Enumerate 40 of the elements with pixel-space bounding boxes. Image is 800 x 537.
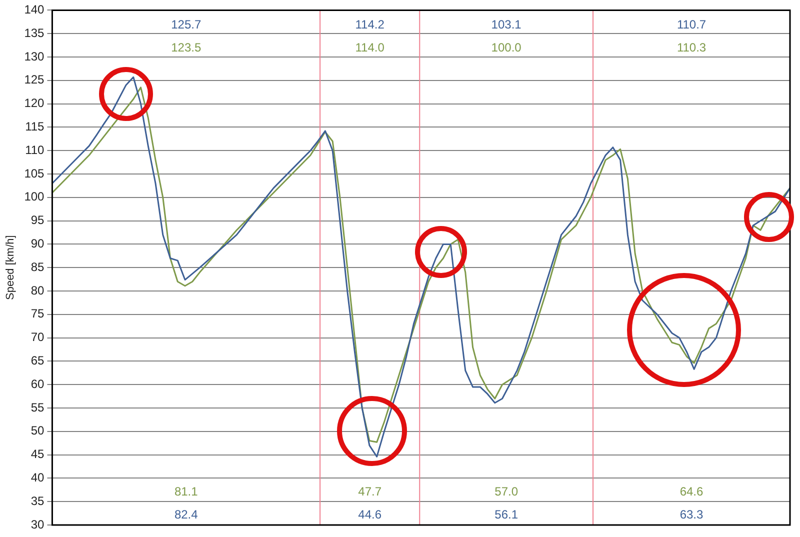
annotation: 100.0 [491,40,522,55]
y-tick-label: 105 [24,166,45,180]
annotation: 110.3 [676,40,706,55]
y-tick-label: 135 [24,26,45,40]
y-tick-label: 110 [25,142,45,157]
annotation: 114.0 [355,40,385,55]
annotation: 125.7 [171,18,202,32]
annotation: 81.1 [174,484,198,498]
y-tick-label: 95 [30,213,45,228]
y-tick-label: 115 [25,120,45,134]
y-tick-label: 40 [30,470,45,485]
y-tick-label: 35 [30,494,45,508]
y-tick-label: 80 [30,283,45,298]
y-tick-label: 55 [30,400,45,414]
annotation: 114.2 [355,18,385,32]
y-axis-title: Speed [km/h] [4,235,17,300]
y-tick-label: 45 [30,447,45,462]
annotation: 110.7 [676,18,706,32]
y-tick-label: 70 [30,330,45,344]
y-tick-label: 140 [24,2,45,17]
y-tick-label: 30 [30,517,45,532]
annotation: 64.6 [680,484,704,498]
y-tick-label: 50 [30,424,45,438]
y-tick-label: 65 [30,354,45,368]
annotation: 82.4 [174,507,198,522]
annotation: 63.3 [680,507,704,522]
annotation: 123.5 [171,40,202,55]
annotation: 47.7 [358,484,382,498]
y-tick-label: 100 [24,190,45,204]
y-tick-label: 75 [30,306,45,321]
y-tick-label: 125 [24,72,45,87]
y-tick-label: 90 [30,236,45,251]
y-tick-label: 130 [24,49,45,64]
annotation: 56.1 [494,507,518,522]
annotation: 103.1 [491,18,522,32]
y-tick-label: 85 [30,260,45,274]
y-tick-label: 60 [30,376,45,391]
annotation: 44.6 [358,507,382,522]
annotation: 57.0 [494,484,518,498]
y-tick-label: 120 [24,96,45,110]
